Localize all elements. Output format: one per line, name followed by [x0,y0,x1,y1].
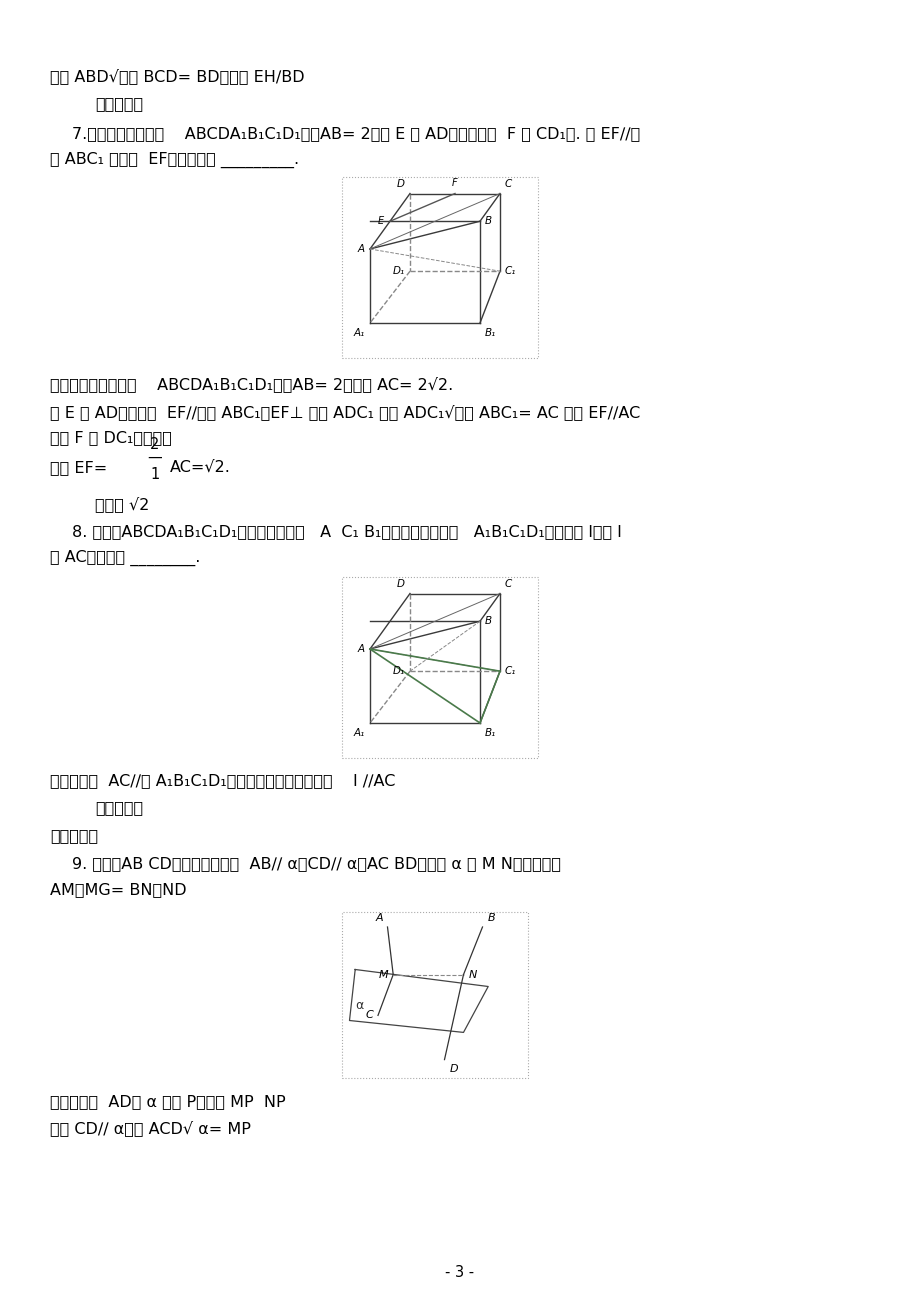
Text: 答案：平行: 答案：平行 [95,800,143,814]
Text: B₁: B₁ [484,727,495,737]
Text: C: C [365,1010,373,1020]
Text: B: B [484,616,492,627]
Text: D: D [448,1063,458,1074]
Text: 因为 CD∕∕ α，面 ACD√ α= MP: 因为 CD∕∕ α，面 ACD√ α= MP [50,1121,251,1136]
Text: —: — [147,450,162,465]
Text: AC=√2.: AC=√2. [170,460,231,476]
Text: 解析：因为  AC∕∕面 A₁B₁C₁D₁，根据线面平行的性质知    l ∕∕AC: 解析：因为 AC∕∕面 A₁B₁C₁D₁，根据线面平行的性质知 l ∕∕AC [50,773,395,788]
Text: E: E [378,216,383,227]
Text: 解析：由于在正方体    ABCDA₁B₁C₁D₁中，AB= 2，所以 AC= 2√2.: 解析：由于在正方体 ABCDA₁B₁C₁D₁中，AB= 2，所以 AC= 2√2… [50,377,453,392]
Text: 又 E 为 AD的中点，  EF∕∕平面 ABC₁，EF⊥ 平面 ADC₁ 平面 ADC₁√平面 ABC₁= AC 所以 EF∕∕AC: 又 E 为 AD的中点， EF∕∕平面 ABC₁，EF⊥ 平面 ADC₁ 平面 … [50,404,640,420]
Text: A: A [357,644,365,654]
Text: D: D [397,579,404,589]
Text: C₁: C₁ [505,666,516,676]
Text: 证明：连接  AD交 α 于点 P，连接 MP  NP: 证明：连接 AD交 α 于点 P，连接 MP NP [50,1095,285,1109]
Text: - 3 -: - 3 - [445,1264,474,1280]
Text: D₁: D₁ [392,266,404,276]
Text: B: B [487,912,494,923]
Text: 答案：平行: 答案：平行 [95,96,143,111]
Text: AM：MG= BN：ND: AM：MG= BN：ND [50,882,187,896]
Text: D₁: D₁ [392,666,404,676]
Text: C₁: C₁ [505,266,516,276]
Text: 面 ABC₁ 则线段  EF的长度等于 _________.: 面 ABC₁ 则线段 EF的长度等于 _________. [50,152,299,168]
Text: 平面 ABD√平面 BCD= BD，所以 EH∕BD: 平面 ABD√平面 BCD= BD，所以 EH∕BD [50,68,304,83]
Text: B₁: B₁ [484,327,495,337]
Text: 所以 EF=: 所以 EF= [50,460,108,476]
Text: 8. 如图，ABCDA₁B₁C₁D₁是正方体，若过   A  C₁ B₁三点的平面与底面   A₁B₁C₁D₁的交线为 l，则 l: 8. 如图，ABCDA₁B₁C₁D₁是正方体，若过 A C₁ B₁三点的平面与底… [72,524,621,539]
Text: 9. 如图，AB CD为异面直线，且  AB∕∕ α，CD∕∕ α，AC BD分别交 α 于 M N两点，求证: 9. 如图，AB CD为异面直线，且 AB∕∕ α，CD∕∕ α，AC BD分别… [72,856,561,870]
Text: A₁: A₁ [354,727,365,737]
Text: 1: 1 [150,466,160,482]
Text: α: α [355,999,363,1012]
Text: F: F [452,179,458,188]
Text: C: C [505,579,512,589]
Text: 三、解答题: 三、解答题 [50,827,98,843]
Text: 与 AC的关系是 ________.: 与 AC的关系是 ________. [50,550,200,567]
Text: 所以 F 为 DC₁的中点，: 所以 F 为 DC₁的中点， [50,430,172,446]
Text: A₁: A₁ [354,327,365,337]
Text: B: B [484,216,492,227]
Text: C: C [505,179,512,189]
Text: A: A [375,912,382,923]
Text: A: A [357,244,365,254]
Text: 答案： √2: 答案： √2 [95,496,149,512]
Text: N: N [468,969,476,980]
Text: 7.如图所示，正方体    ABCDA₁B₁C₁D₁中，AB= 2，点 E 为 AD的中点，点  F 在 CD₁上. 若 EF∕∕平: 7.如图所示，正方体 ABCDA₁B₁C₁D₁中，AB= 2，点 E 为 AD的… [72,126,640,141]
Text: D: D [397,179,404,189]
Text: 2: 2 [150,437,160,452]
Text: M: M [379,969,388,980]
